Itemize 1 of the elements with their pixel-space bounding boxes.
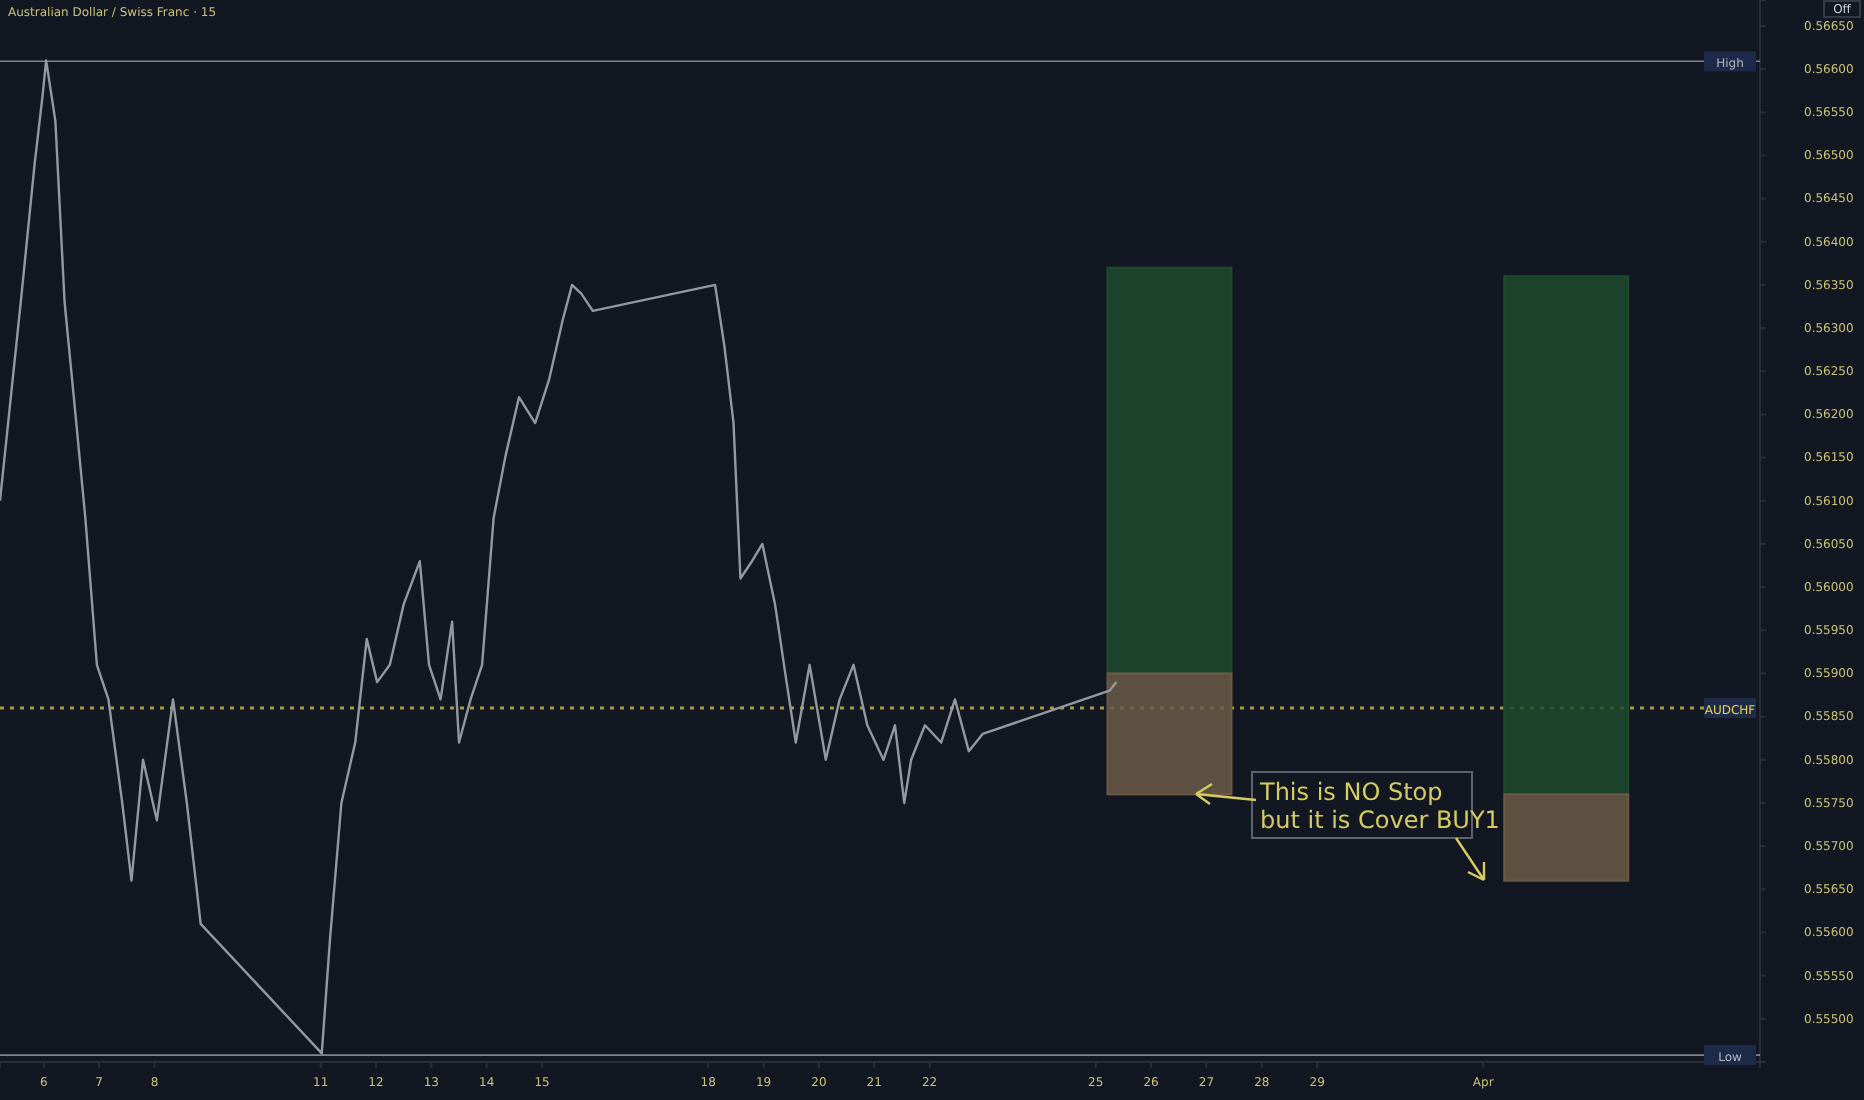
annotation: This is NO Stop but it is Cover BUY1 <box>1258 778 1500 834</box>
